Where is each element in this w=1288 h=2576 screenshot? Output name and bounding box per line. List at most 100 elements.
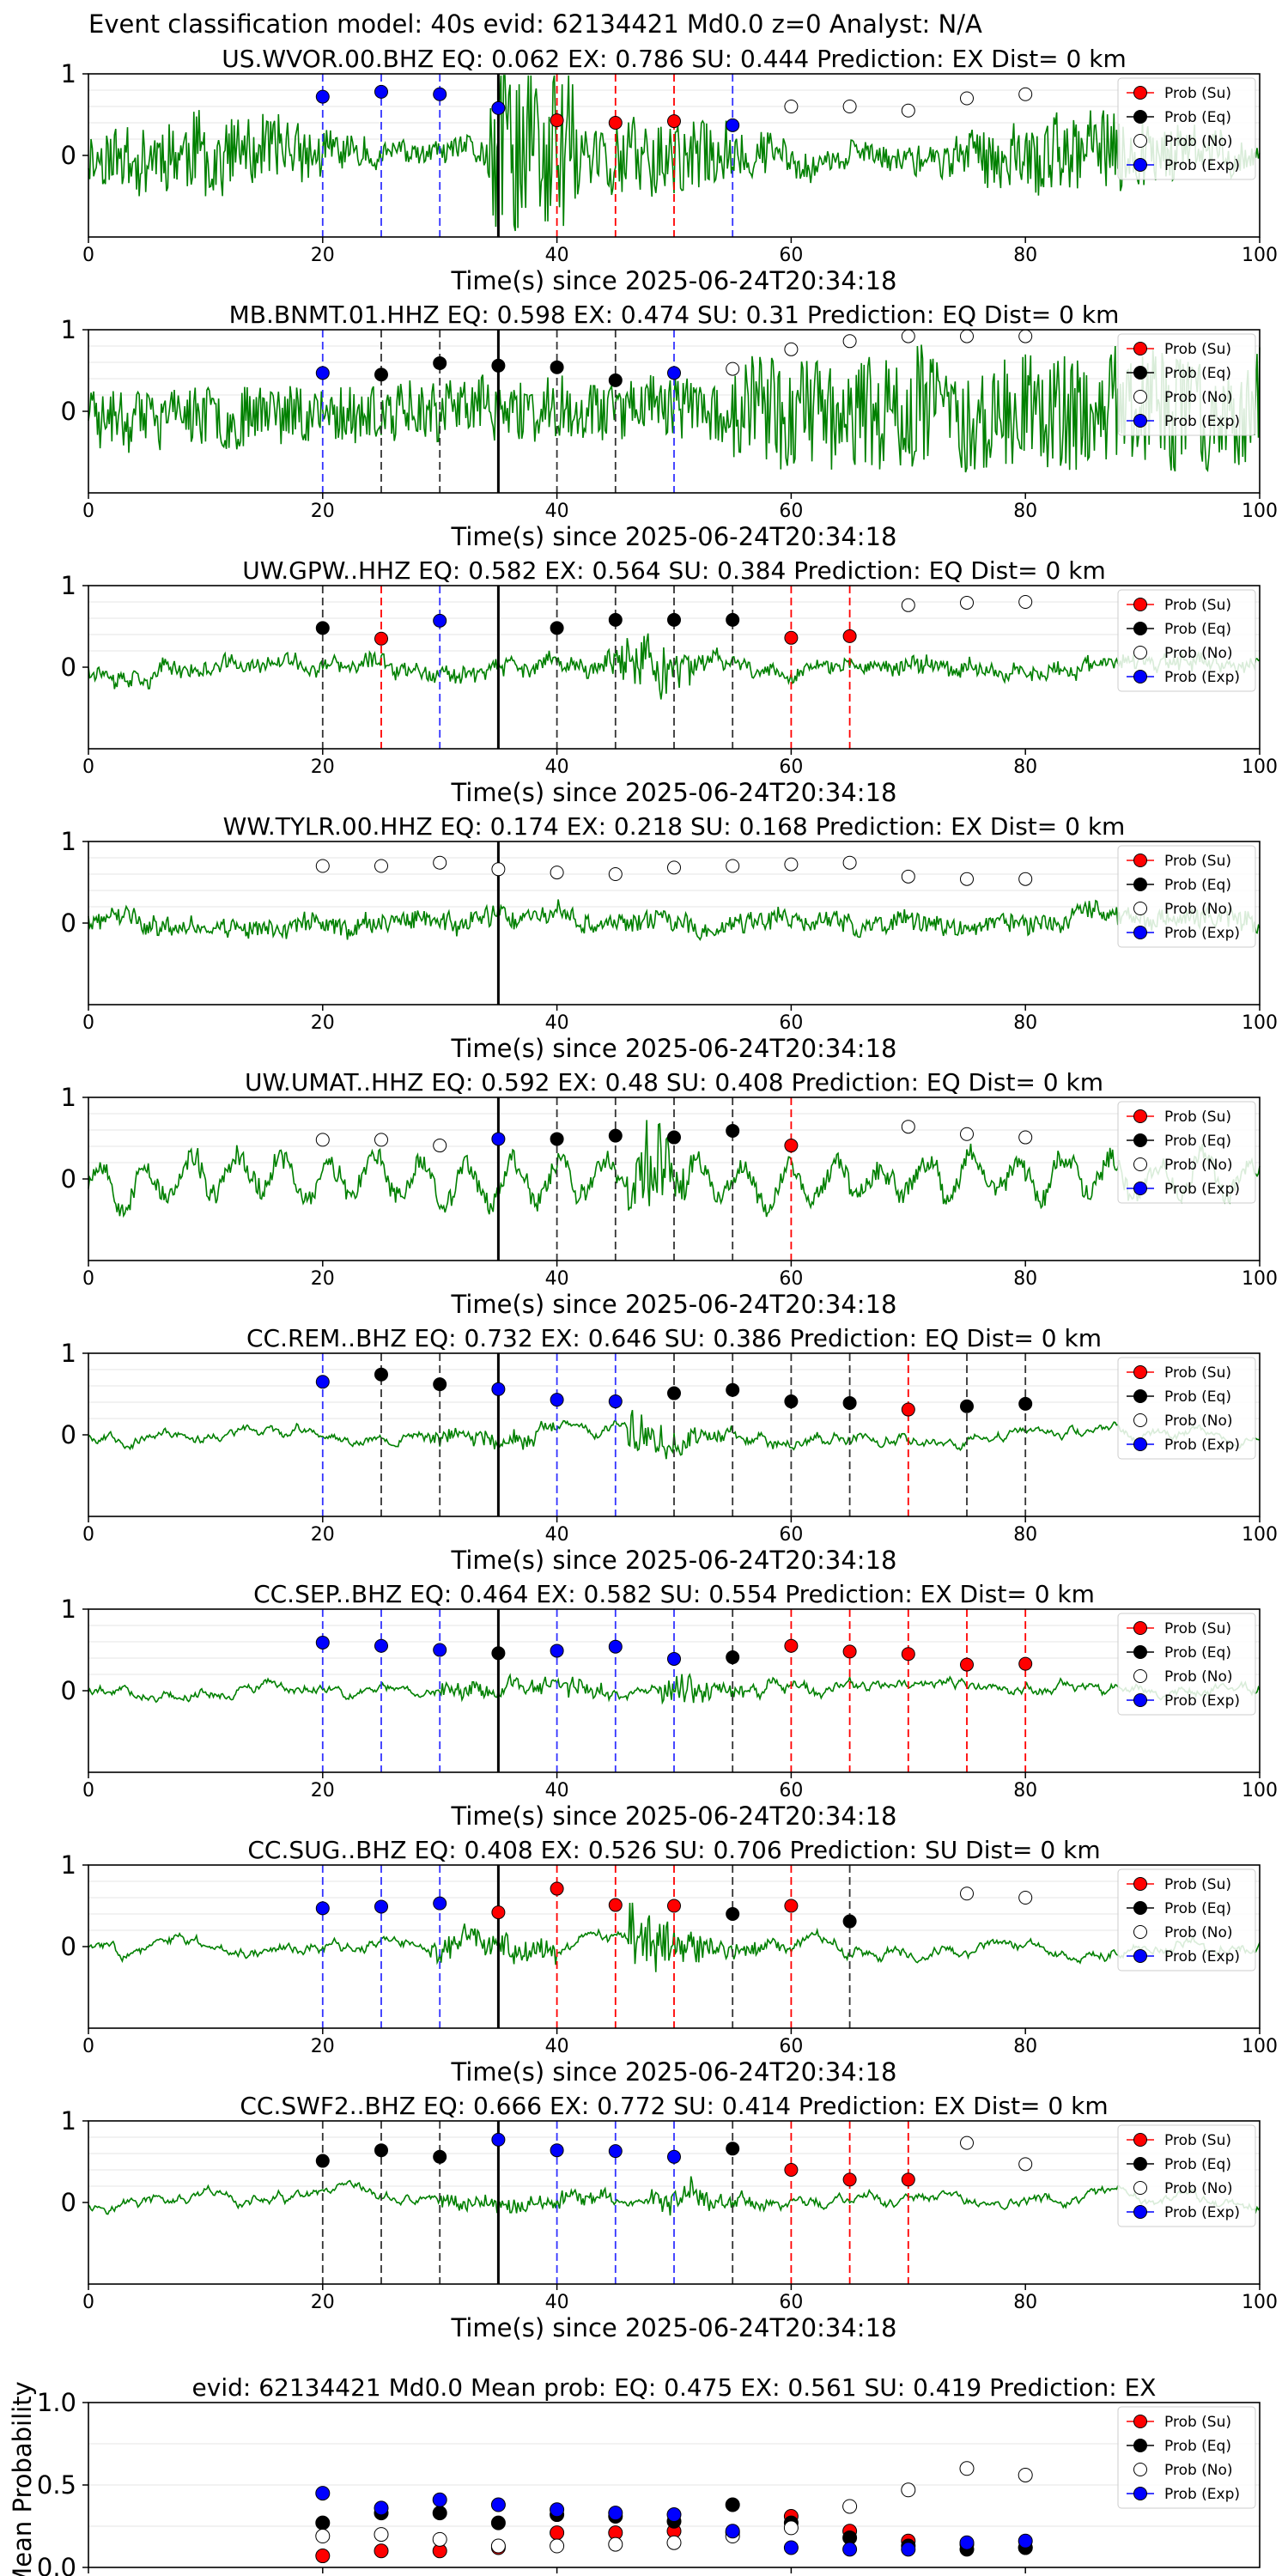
legend-marker-eq	[1133, 2157, 1147, 2171]
waveform-trace	[88, 899, 1261, 942]
subplot-title: MB.BNMT.01.HHZ EQ: 0.598 EX: 0.474 SU: 0…	[229, 301, 1120, 329]
legend-marker-no	[1133, 2463, 1147, 2476]
legend-marker-su	[1133, 854, 1147, 867]
prob-point-no	[960, 595, 974, 610]
legend-box	[1117, 2406, 1256, 2509]
legend-label: Prob (Eq)	[1164, 2438, 1231, 2455]
prob-point-exp	[550, 1643, 564, 1658]
prob-point-eq	[667, 1130, 681, 1145]
subplot-5: UW.UMAT..HHZ EQ: 0.592 EX: 0.48 SU: 0.40…	[61, 1068, 1278, 1319]
prob-point-su	[667, 1899, 681, 1913]
x-tick-label: 80	[1013, 1524, 1037, 1546]
mean-point-no	[901, 2482, 916, 2498]
prob-point-su	[784, 1139, 799, 1153]
legend-marker-su	[1133, 2133, 1147, 2147]
prob-point-no	[433, 1139, 447, 1153]
prob-point-su	[784, 1638, 799, 1653]
legend-label: Prob (Su)	[1164, 2132, 1231, 2149]
mean-point-exp	[315, 2486, 331, 2501]
prob-point-eq	[842, 1395, 857, 1410]
y-tick-label: 1	[61, 315, 76, 344]
mean-point-exp	[432, 2492, 447, 2507]
subplot-title: UW.UMAT..HHZ EQ: 0.592 EX: 0.48 SU: 0.40…	[245, 1068, 1103, 1097]
mean-point-su	[374, 2543, 389, 2559]
legend: Prob (Su) Prob (Eq) Prob (No) Prob (Exp)	[1117, 589, 1256, 692]
legend-label: Prob (No)	[1164, 2462, 1233, 2479]
prob-point-exp	[667, 366, 681, 380]
prob-point-no	[901, 869, 915, 884]
x-tick-label: 80	[1013, 1780, 1037, 1801]
subplot-9: CC.SWF2..BHZ EQ: 0.666 EX: 0.772 SU: 0.4…	[61, 2092, 1278, 2342]
x-axis-label: Time(s) since 2025-06-24T20:34:18	[451, 1290, 897, 1319]
prob-point-exp	[433, 613, 447, 628]
legend-marker-no	[1133, 134, 1147, 148]
legend-label: Prob (Eq)	[1164, 2156, 1231, 2173]
legend-marker-exp	[1133, 414, 1147, 428]
legend-marker-eq	[1133, 110, 1147, 124]
mean-point-eq	[315, 2515, 331, 2530]
y-tick-label: 1	[61, 571, 76, 600]
legend-box	[1117, 1101, 1256, 1204]
mean-point-no	[550, 2538, 565, 2554]
legend-label: Prob (Eq)	[1164, 621, 1231, 638]
prob-point-su	[550, 1881, 564, 1896]
legend-label: Prob (Eq)	[1164, 365, 1231, 382]
x-tick-label: 40	[545, 1012, 569, 1034]
legend-box	[1117, 1613, 1256, 1716]
legend: Prob (Su) Prob (Eq) Prob (No) Prob (Exp)	[1117, 2406, 1256, 2509]
legend-box	[1117, 2124, 1256, 2227]
mean-point-eq	[490, 2515, 506, 2530]
prob-point-no	[491, 862, 506, 877]
x-tick-label: 80	[1013, 756, 1037, 778]
legend: Prob (Su) Prob (Eq) Prob (No) Prob (Exp)	[1117, 333, 1256, 436]
prob-point-su	[784, 2163, 799, 2177]
x-tick-label: 80	[1013, 245, 1037, 266]
mean-point-no	[959, 2461, 975, 2476]
x-tick-label: 40	[545, 1524, 569, 1546]
legend-label: Prob (No)	[1164, 1413, 1233, 1430]
legend-marker-su	[1133, 1621, 1147, 1635]
legend-label: Prob (Exp)	[1164, 2486, 1240, 2503]
y-tick-label: 0	[61, 2188, 76, 2217]
subplot-title: CC.REM..BHZ EQ: 0.732 EX: 0.646 SU: 0.38…	[246, 1324, 1102, 1352]
prob-point-no	[550, 866, 564, 880]
subplot-title: WW.TYLR.00.HHZ EQ: 0.174 EX: 0.218 SU: 0…	[223, 812, 1126, 841]
x-tick-label: 100	[1242, 1524, 1278, 1546]
prob-point-no	[1018, 2157, 1033, 2172]
x-axis-label: Time(s) since 2025-06-24T20:34:18	[451, 266, 897, 295]
prob-point-no	[784, 342, 799, 356]
prob-point-eq	[667, 612, 681, 627]
legend-label: Prob (Exp)	[1164, 1692, 1240, 1710]
y-tick-label: 1	[61, 1850, 76, 1880]
legend-marker-no	[1133, 1669, 1147, 1683]
prob-point-exp	[315, 1635, 330, 1649]
prob-point-exp	[608, 1394, 623, 1409]
legend-marker-no	[1133, 390, 1147, 404]
prob-point-no	[1018, 87, 1033, 101]
prob-point-eq	[667, 1386, 681, 1400]
mean-point-exp	[666, 2507, 682, 2523]
legend-marker-su	[1133, 598, 1147, 611]
mean-point-no	[1018, 2467, 1033, 2482]
legend: Prob (Su) Prob (Eq) Prob (No) Prob (Exp)	[1117, 77, 1256, 180]
legend-label: Prob (No)	[1164, 901, 1233, 918]
x-tick-label: 60	[779, 2292, 803, 2313]
x-tick-label: 20	[311, 2036, 335, 2057]
prob-point-exp	[667, 1651, 681, 1666]
prob-point-exp	[315, 89, 330, 104]
legend: Prob (Su) Prob (Eq) Prob (No) Prob (Exp)	[1117, 1101, 1256, 1204]
legend-label: Prob (No)	[1164, 645, 1233, 662]
mean-point-no	[315, 2529, 331, 2544]
x-tick-label: 0	[82, 756, 94, 778]
mean-point-no	[608, 2537, 623, 2552]
x-tick-label: 100	[1242, 501, 1278, 522]
legend-label: Prob (Exp)	[1164, 925, 1240, 942]
x-tick-label: 80	[1013, 2036, 1037, 2057]
legend-marker-exp	[1133, 1437, 1147, 1451]
prob-point-no	[960, 2136, 974, 2150]
legend-label: Prob (Su)	[1164, 853, 1231, 870]
prob-point-no	[1018, 595, 1033, 609]
prob-point-no	[842, 334, 857, 349]
legend-label: Prob (Exp)	[1164, 1181, 1240, 1198]
legend-label: Prob (Su)	[1164, 1876, 1231, 1893]
